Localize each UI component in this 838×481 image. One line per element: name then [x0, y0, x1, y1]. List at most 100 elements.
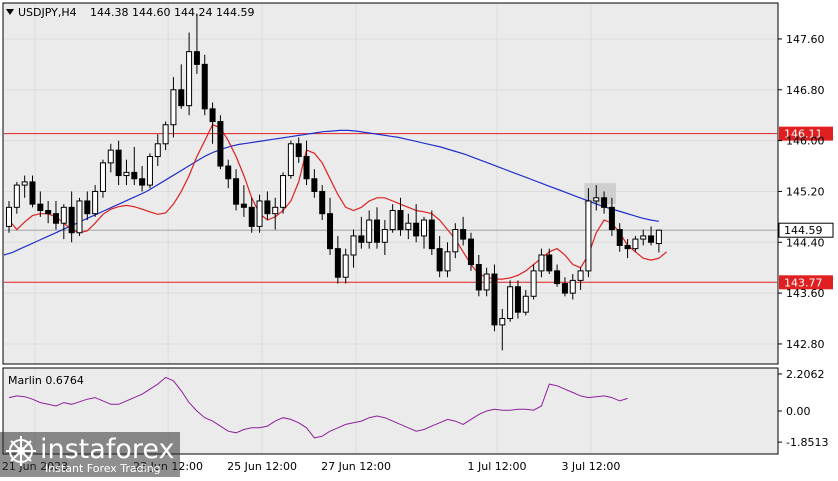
- candle: [193, 13, 200, 74]
- moving-averages: [3, 123, 668, 280]
- price-axis: 147.60 146.80 146.00 145.20 144.40 143.60 142.…: [778, 33, 828, 449]
- candle-body: [522, 295, 529, 313]
- indicator-tick-label: 2.2062: [786, 368, 825, 381]
- candle: [186, 32, 193, 116]
- candle: [201, 54, 208, 116]
- price-tick-label: 142.80: [786, 338, 825, 351]
- candle-body: [608, 206, 615, 231]
- candle-body: [209, 108, 216, 123]
- candle-body: [366, 219, 373, 243]
- candle-body: [655, 229, 662, 245]
- candle: [154, 134, 161, 167]
- candle-body: [467, 238, 474, 266]
- candle-body: [99, 162, 106, 192]
- candle: [436, 235, 443, 278]
- price-tick-label: 146.00: [786, 135, 825, 148]
- candle: [569, 274, 576, 300]
- candle: [538, 248, 545, 278]
- candle: [303, 140, 310, 186]
- price-panel: [2, 2, 779, 365]
- candle: [334, 235, 341, 284]
- candle: [295, 137, 302, 163]
- candle: [428, 210, 435, 255]
- candle-body: [593, 197, 600, 202]
- candle-body: [585, 200, 592, 272]
- candle-body: [514, 286, 521, 313]
- candle-body: [52, 213, 59, 224]
- candle-body: [491, 273, 498, 326]
- candle: [499, 308, 506, 351]
- candle-body: [13, 184, 20, 208]
- symbol-timeframe: USDJPY,H4: [18, 6, 77, 19]
- candle-body: [92, 190, 99, 215]
- candle: [514, 280, 521, 319]
- candle-body: [6, 206, 12, 227]
- price-level-label: 146.11: [784, 128, 823, 141]
- candle: [178, 64, 185, 109]
- candle: [280, 172, 287, 214]
- price-tick-label: 146.80: [786, 84, 825, 97]
- candle: [507, 280, 514, 322]
- candle: [632, 235, 639, 252]
- time-tick-label: 25 Jun 12:00: [227, 460, 297, 473]
- candle: [483, 267, 490, 297]
- candle: [350, 229, 357, 268]
- candle-body: [624, 244, 631, 250]
- candle-body: [334, 248, 341, 278]
- candle: [240, 185, 247, 217]
- symbol-dropdown-icon[interactable]: [6, 9, 14, 15]
- candle: [21, 175, 28, 198]
- candle-body: [452, 229, 459, 253]
- candle-body: [577, 270, 584, 281]
- candle-body: [240, 203, 247, 208]
- candle: [444, 242, 451, 278]
- candle-body: [84, 200, 91, 215]
- candle: [248, 197, 255, 233]
- candle: [381, 220, 388, 255]
- candle-body: [342, 254, 349, 278]
- candle: [225, 159, 232, 189]
- candle: [648, 226, 655, 246]
- candle: [616, 223, 623, 252]
- candle: [272, 197, 279, 230]
- time-tick-label: 1 Jul 12:00: [467, 460, 526, 473]
- candle: [99, 159, 106, 198]
- candle-body: [178, 89, 185, 107]
- candle-body: [616, 229, 623, 246]
- candle-body: [475, 264, 482, 291]
- candle: [264, 191, 271, 221]
- indicator-title: Marlin 0.6764: [8, 374, 84, 387]
- candle-body: [233, 178, 240, 205]
- candle: [522, 289, 529, 316]
- candle-body: [295, 143, 302, 157]
- candle-body: [507, 286, 514, 320]
- candle: [420, 216, 427, 249]
- candle: [209, 102, 216, 144]
- candle-body: [428, 219, 435, 250]
- candle-body: [436, 248, 443, 272]
- candle-body: [538, 254, 545, 272]
- candle: [577, 267, 584, 290]
- candle-body: [123, 171, 130, 177]
- candle: [624, 239, 631, 259]
- candle-body: [319, 190, 326, 215]
- candle: [655, 229, 662, 253]
- candle-body: [60, 206, 67, 224]
- candle-body: [483, 273, 490, 291]
- candle-body: [68, 206, 75, 234]
- candle: [640, 229, 647, 246]
- candle: [561, 277, 568, 297]
- candle-body: [444, 251, 451, 272]
- candle: [217, 115, 224, 170]
- candle-body: [115, 149, 122, 177]
- candle: [530, 264, 537, 300]
- marlin-line: [8, 376, 628, 439]
- candle-body: [217, 121, 224, 167]
- marlin-oscillator: [8, 376, 628, 439]
- candle: [491, 264, 498, 332]
- instaforex-logo-icon: [6, 436, 36, 466]
- candle: [546, 248, 553, 275]
- candle-body: [311, 178, 318, 192]
- candle: [342, 248, 349, 284]
- candle-body: [569, 279, 576, 294]
